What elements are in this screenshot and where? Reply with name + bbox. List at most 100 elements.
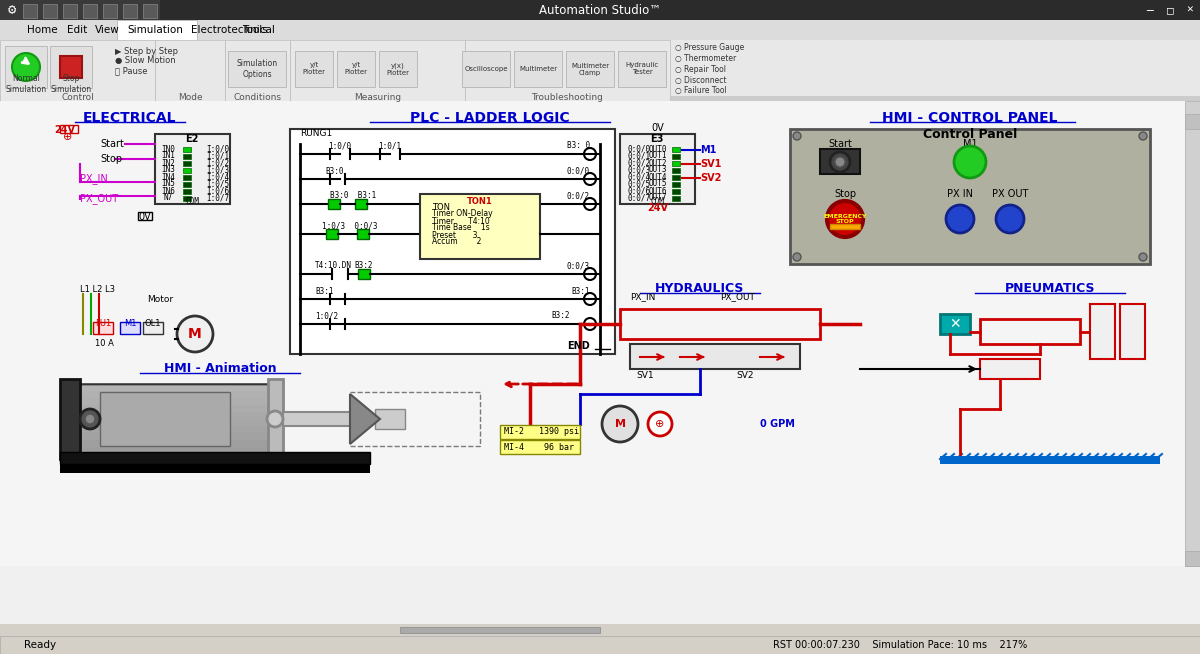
- Bar: [103, 4, 118, 18]
- Text: B3:2: B3:2: [355, 262, 373, 271]
- Bar: [60, 125, 78, 133]
- Text: Conditions: Conditions: [234, 92, 282, 101]
- Bar: [672, 154, 680, 158]
- Bar: [1186, 101, 1200, 566]
- Text: Measuring: Measuring: [354, 92, 401, 101]
- Bar: [672, 146, 680, 152]
- Text: I:0/3: I:0/3: [206, 165, 229, 175]
- Bar: [70, 440, 270, 447]
- Circle shape: [793, 253, 802, 261]
- Text: COM: COM: [650, 198, 664, 207]
- Text: TON1: TON1: [467, 196, 493, 205]
- Text: 0V: 0V: [652, 123, 665, 133]
- Text: ⚙: ⚙: [8, 3, 16, 17]
- Text: IN3: IN3: [161, 165, 175, 175]
- Bar: [980, 359, 1040, 379]
- Bar: [290, 129, 616, 354]
- Bar: [70, 384, 270, 454]
- Text: OUT6: OUT6: [649, 186, 667, 196]
- Text: M: M: [614, 419, 625, 429]
- Bar: [0, 624, 1200, 636]
- Text: COM: COM: [185, 198, 199, 207]
- Text: Oscilloscope: Oscilloscope: [464, 66, 508, 72]
- Bar: [50, 46, 92, 88]
- Text: SV2: SV2: [700, 173, 721, 183]
- Bar: [980, 319, 1080, 344]
- Bar: [182, 182, 191, 186]
- Bar: [400, 627, 600, 633]
- Text: 0:0/4: 0:0/4: [628, 173, 652, 182]
- Text: Edit: Edit: [67, 25, 88, 35]
- Text: Automation Studio™: Automation Studio™: [539, 3, 661, 16]
- Bar: [672, 182, 680, 186]
- Bar: [790, 129, 1150, 264]
- Bar: [100, 392, 230, 446]
- Text: Ready: Ready: [24, 640, 56, 650]
- Text: Mode: Mode: [178, 92, 203, 101]
- Bar: [500, 440, 580, 454]
- Text: □: □: [1166, 5, 1174, 15]
- Text: Start: Start: [828, 139, 852, 149]
- Bar: [182, 160, 191, 165]
- Text: IN5: IN5: [161, 179, 175, 188]
- Text: 0V: 0V: [139, 212, 151, 222]
- Text: I:0/6: I:0/6: [206, 186, 229, 196]
- Text: Time Base    1s: Time Base 1s: [432, 224, 490, 233]
- Bar: [1120, 304, 1145, 359]
- Circle shape: [602, 406, 638, 442]
- Text: Stop
Simulation: Stop Simulation: [50, 75, 91, 94]
- Text: HMI - Animation: HMI - Animation: [163, 362, 276, 375]
- Circle shape: [946, 205, 974, 233]
- Text: ○ Failure Tool: ○ Failure Tool: [674, 86, 727, 95]
- Text: ○ Disconnect: ○ Disconnect: [674, 75, 726, 84]
- Text: M1: M1: [124, 320, 137, 328]
- Bar: [23, 4, 37, 18]
- Text: I:0/7: I:0/7: [206, 194, 229, 203]
- Text: I:0/2: I:0/2: [206, 158, 229, 167]
- Bar: [43, 4, 58, 18]
- Text: SV1: SV1: [700, 159, 721, 169]
- Bar: [1090, 304, 1115, 359]
- Text: TON: TON: [432, 203, 450, 211]
- Bar: [566, 51, 614, 87]
- Bar: [830, 224, 860, 229]
- Bar: [1186, 551, 1200, 566]
- Bar: [379, 51, 418, 87]
- Text: ○ Thermometer: ○ Thermometer: [674, 54, 737, 63]
- Text: PX_OUT: PX_OUT: [80, 194, 118, 205]
- Bar: [358, 269, 370, 279]
- Bar: [70, 405, 270, 412]
- Text: Control: Control: [61, 92, 94, 101]
- Text: PNEUMATICS: PNEUMATICS: [1004, 283, 1096, 296]
- Circle shape: [827, 201, 863, 237]
- Bar: [355, 199, 367, 209]
- Text: 0:0/5: 0:0/5: [628, 179, 652, 188]
- Text: ○ Repair Tool: ○ Repair Tool: [674, 65, 726, 73]
- Text: 1:0/1: 1:0/1: [378, 141, 402, 150]
- Text: M1: M1: [962, 139, 977, 149]
- Bar: [70, 426, 270, 433]
- Text: Normal
Simulation: Normal Simulation: [6, 75, 47, 94]
- Text: ○ Pressure Gauge: ○ Pressure Gauge: [674, 43, 744, 52]
- Text: M: M: [188, 327, 202, 341]
- Text: PX_IN: PX_IN: [630, 292, 655, 301]
- Bar: [182, 196, 191, 201]
- Bar: [672, 175, 680, 179]
- Bar: [672, 196, 680, 201]
- Bar: [143, 322, 163, 334]
- Text: Troubleshooting: Troubleshooting: [532, 92, 604, 101]
- Bar: [500, 425, 580, 439]
- Text: E3: E3: [650, 134, 664, 144]
- Bar: [83, 4, 97, 18]
- Bar: [60, 464, 370, 473]
- Text: OUT1: OUT1: [649, 152, 667, 160]
- Text: Start: Start: [100, 139, 124, 149]
- Bar: [70, 419, 270, 426]
- Text: RUNG1: RUNG1: [300, 129, 332, 139]
- Text: Multimeter
Clamp: Multimeter Clamp: [571, 63, 610, 75]
- Bar: [70, 398, 270, 405]
- Text: Electrotechnical: Electrotechnical: [191, 25, 275, 35]
- Text: PLC - LADDER LOGIC: PLC - LADDER LOGIC: [410, 111, 570, 125]
- Bar: [295, 51, 334, 87]
- Circle shape: [1139, 132, 1147, 140]
